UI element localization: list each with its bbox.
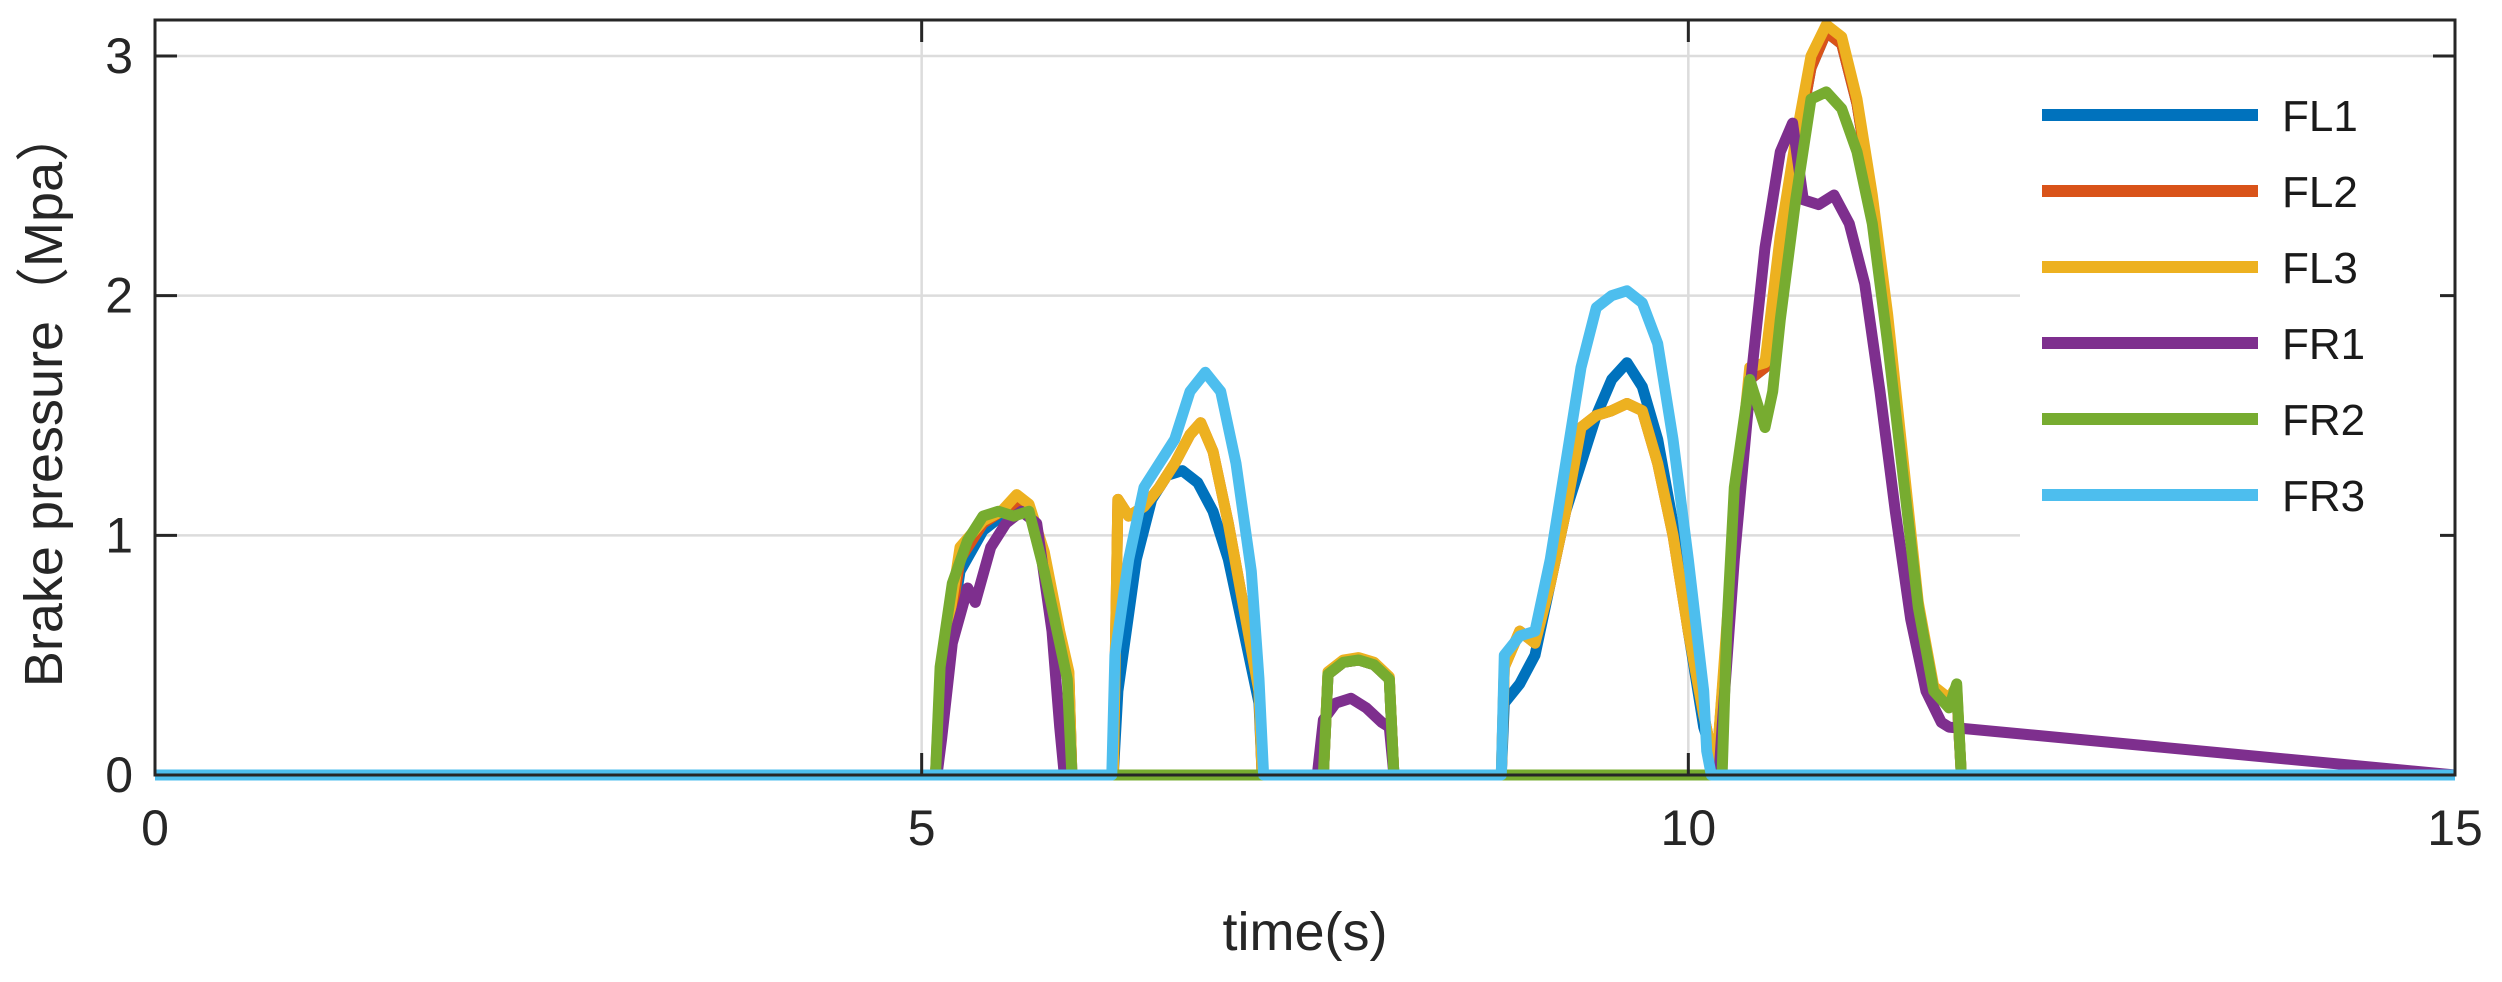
y-tick-label: 1 <box>105 507 133 563</box>
legend-label-fr3: FR3 <box>2282 472 2365 521</box>
y-tick-label: 0 <box>105 747 133 803</box>
legend-label-fl1: FL1 <box>2282 92 2358 141</box>
series-line-fr3 <box>155 285 2455 781</box>
legend-label-fr1: FR1 <box>2282 320 2365 369</box>
x-axis-label: time(s) <box>1223 902 1388 962</box>
plot-frame <box>153 18 2457 777</box>
legend-box <box>2020 70 2440 540</box>
series-line-fr2 <box>155 86 2455 781</box>
legend: FL1 FL2 FL3 FR1 FR2 FR3 <box>2020 70 2440 540</box>
x-tick-label: 5 <box>908 800 936 856</box>
tick-labels: 0 5 10 15 0 1 2 3 <box>105 28 2483 856</box>
y-tick-label: 3 <box>105 28 133 84</box>
legend-label-fl2: FL2 <box>2282 168 2358 217</box>
x-tick-label: 15 <box>2427 800 2483 856</box>
legend-label-fr2: FR2 <box>2282 396 2365 445</box>
y-tick-label: 2 <box>105 268 133 324</box>
legend-label-fl3: FL3 <box>2282 244 2358 293</box>
y-axis-label: Brake pressure（Mpa） <box>14 108 74 687</box>
x-tick-label: 10 <box>1661 800 1717 856</box>
x-tick-label: 0 <box>141 800 169 856</box>
